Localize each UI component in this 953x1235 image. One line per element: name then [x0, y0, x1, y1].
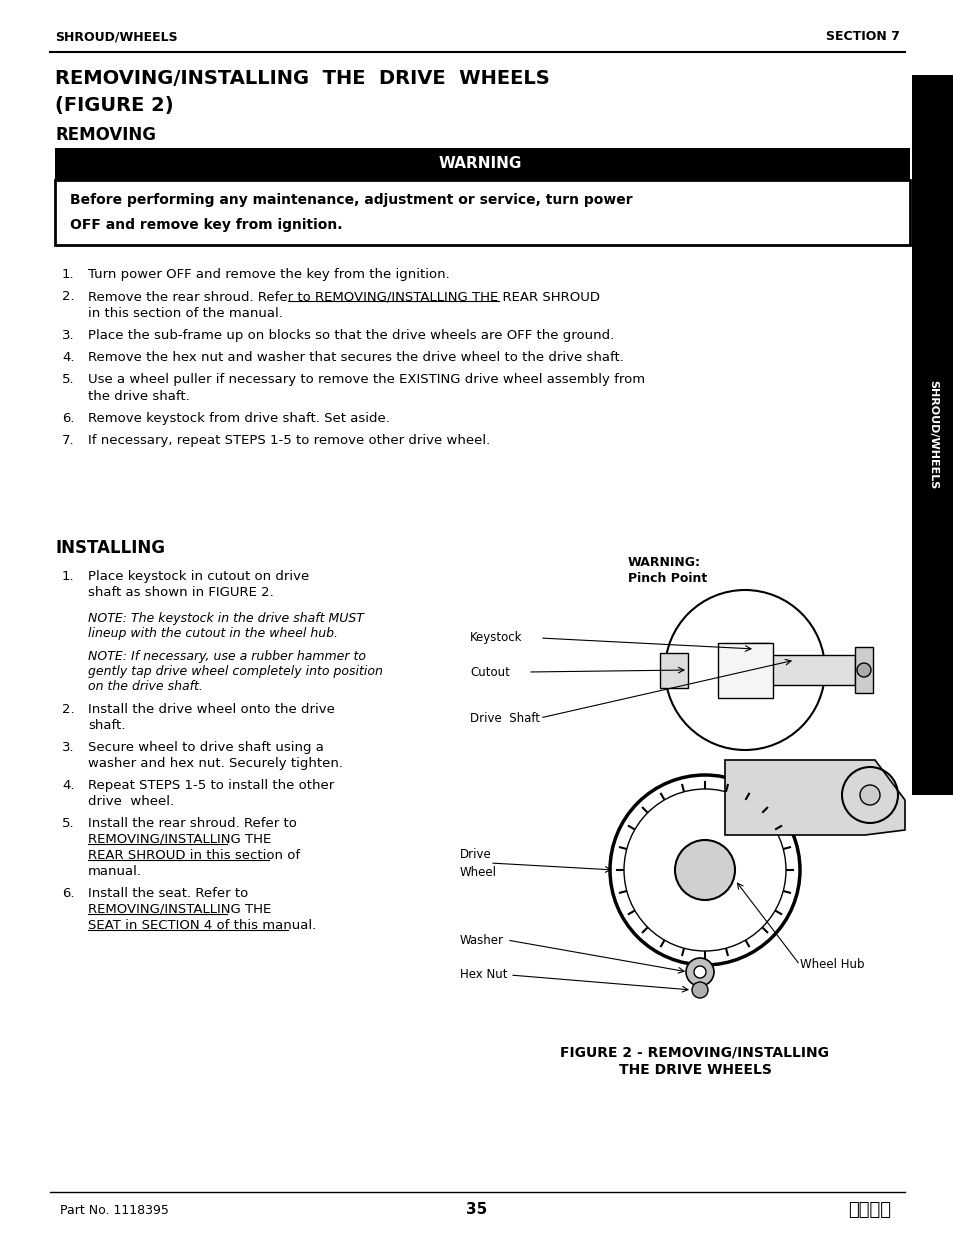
- Text: shaft as shown in FIGURE 2.: shaft as shown in FIGURE 2.: [88, 585, 274, 599]
- Text: REMOVING/INSTALLING THE: REMOVING/INSTALLING THE: [88, 903, 271, 916]
- Text: 5.: 5.: [62, 373, 74, 387]
- Text: 3.: 3.: [62, 741, 74, 755]
- Text: (FIGURE 2): (FIGURE 2): [55, 96, 173, 116]
- Text: 7.: 7.: [62, 433, 74, 447]
- Text: in this section of the manual.: in this section of the manual.: [88, 308, 283, 320]
- Bar: [744, 643, 769, 655]
- Text: 4.: 4.: [62, 351, 74, 364]
- Bar: [659, 653, 687, 688]
- Text: Remove the hex nut and washer that secures the drive wheel to the drive shaft.: Remove the hex nut and washer that secur…: [88, 351, 623, 364]
- Bar: [724, 655, 854, 685]
- Bar: [911, 75, 953, 795]
- Text: FIGURE 2 - REMOVING/INSTALLING: FIGURE 2 - REMOVING/INSTALLING: [560, 1045, 828, 1058]
- Text: on the drive shaft.: on the drive shaft.: [88, 680, 203, 693]
- Text: NOTE: The keystock in the drive shaft MUST: NOTE: The keystock in the drive shaft MU…: [88, 613, 363, 625]
- Text: SHROUD/WHEELS: SHROUD/WHEELS: [927, 380, 937, 489]
- Text: the drive shaft.: the drive shaft.: [88, 390, 190, 403]
- Text: Place keystock in cutout on drive: Place keystock in cutout on drive: [88, 571, 309, 583]
- Text: ⒷⓊⓏⓏ: ⒷⓊⓏⓏ: [847, 1200, 890, 1219]
- Text: Turn power OFF and remove the key from the ignition.: Turn power OFF and remove the key from t…: [88, 268, 449, 282]
- Text: Repeat STEPS 1-5 to install the other: Repeat STEPS 1-5 to install the other: [88, 779, 334, 792]
- Text: Remove keystock from drive shaft. Set aside.: Remove keystock from drive shaft. Set as…: [88, 412, 390, 425]
- Text: SHROUD/WHEELS: SHROUD/WHEELS: [55, 31, 177, 43]
- Text: Wheel: Wheel: [459, 866, 497, 878]
- Text: Drive: Drive: [459, 848, 491, 862]
- Text: OFF and remove key from ignition.: OFF and remove key from ignition.: [70, 219, 342, 232]
- Text: Washer: Washer: [459, 934, 503, 946]
- Text: 1.: 1.: [62, 268, 74, 282]
- Text: 3.: 3.: [62, 329, 74, 342]
- Text: lineup with the cutout in the wheel hub.: lineup with the cutout in the wheel hub.: [88, 627, 337, 640]
- Text: Before performing any maintenance, adjustment or service, turn power: Before performing any maintenance, adjus…: [70, 193, 632, 207]
- Polygon shape: [724, 760, 904, 835]
- Text: Install the drive wheel onto the drive: Install the drive wheel onto the drive: [88, 703, 335, 716]
- Text: Install the seat. Refer to: Install the seat. Refer to: [88, 887, 248, 900]
- Text: REMOVING: REMOVING: [55, 126, 156, 144]
- Text: REAR SHROUD in this section of: REAR SHROUD in this section of: [88, 848, 300, 862]
- Text: 2.: 2.: [62, 703, 74, 716]
- Text: Wheel Hub: Wheel Hub: [800, 958, 863, 972]
- Bar: [55, 180, 909, 245]
- Text: 4.: 4.: [62, 779, 74, 792]
- Text: NOTE: If necessary, use a rubber hammer to: NOTE: If necessary, use a rubber hammer …: [88, 650, 366, 663]
- Text: gently tap drive wheel completely into position: gently tap drive wheel completely into p…: [88, 664, 382, 678]
- Text: Place the sub-frame up on blocks so that the drive wheels are OFF the ground.: Place the sub-frame up on blocks so that…: [88, 329, 614, 342]
- Text: Remove the rear shroud. Refer to REMOVING/INSTALLING THE REAR SHROUD: Remove the rear shroud. Refer to REMOVIN…: [88, 290, 599, 303]
- Text: Install the rear shroud. Refer to: Install the rear shroud. Refer to: [88, 818, 296, 830]
- Circle shape: [856, 663, 870, 677]
- Text: 2.: 2.: [62, 290, 74, 303]
- Text: Secure wheel to drive shaft using a: Secure wheel to drive shaft using a: [88, 741, 323, 755]
- Text: shaft.: shaft.: [88, 719, 125, 732]
- Text: REMOVING/INSTALLING  THE  DRIVE  WHEELS: REMOVING/INSTALLING THE DRIVE WHEELS: [55, 68, 549, 88]
- Circle shape: [693, 966, 705, 978]
- Text: Use a wheel puller if necessary to remove the EXISTING drive wheel assembly from: Use a wheel puller if necessary to remov…: [88, 373, 644, 387]
- Bar: [718, 643, 772, 698]
- Text: 6.: 6.: [62, 412, 74, 425]
- Text: 1.: 1.: [62, 571, 74, 583]
- Text: THE DRIVE WHEELS: THE DRIVE WHEELS: [618, 1063, 771, 1077]
- Text: If necessary, repeat STEPS 1-5 to remove other drive wheel.: If necessary, repeat STEPS 1-5 to remove…: [88, 433, 490, 447]
- Text: WARNING: WARNING: [437, 157, 521, 172]
- Text: WARNING:: WARNING:: [627, 557, 700, 569]
- Text: drive  wheel.: drive wheel.: [88, 795, 174, 808]
- Circle shape: [859, 785, 879, 805]
- Text: Hex Nut: Hex Nut: [459, 968, 507, 982]
- Text: manual.: manual.: [88, 864, 142, 878]
- Circle shape: [685, 958, 713, 986]
- Circle shape: [691, 982, 707, 998]
- Text: Drive  Shaft: Drive Shaft: [470, 711, 539, 725]
- Text: Pinch Point: Pinch Point: [627, 572, 706, 584]
- Text: SECTION 7: SECTION 7: [825, 31, 899, 43]
- Text: INSTALLING: INSTALLING: [55, 538, 165, 557]
- Text: REMOVING/INSTALLING THE: REMOVING/INSTALLING THE: [88, 832, 271, 846]
- Text: SEAT in SECTION 4 of this manual.: SEAT in SECTION 4 of this manual.: [88, 919, 315, 932]
- Text: Keystock: Keystock: [470, 631, 522, 645]
- Text: 5.: 5.: [62, 818, 74, 830]
- Text: 35: 35: [466, 1203, 487, 1218]
- Bar: [55, 148, 909, 180]
- Text: Part No. 1118395: Part No. 1118395: [60, 1203, 169, 1216]
- Text: Cutout: Cutout: [470, 666, 509, 678]
- Circle shape: [675, 840, 734, 900]
- Text: 6.: 6.: [62, 887, 74, 900]
- Text: washer and hex nut. Securely tighten.: washer and hex nut. Securely tighten.: [88, 757, 343, 769]
- Bar: [854, 647, 872, 693]
